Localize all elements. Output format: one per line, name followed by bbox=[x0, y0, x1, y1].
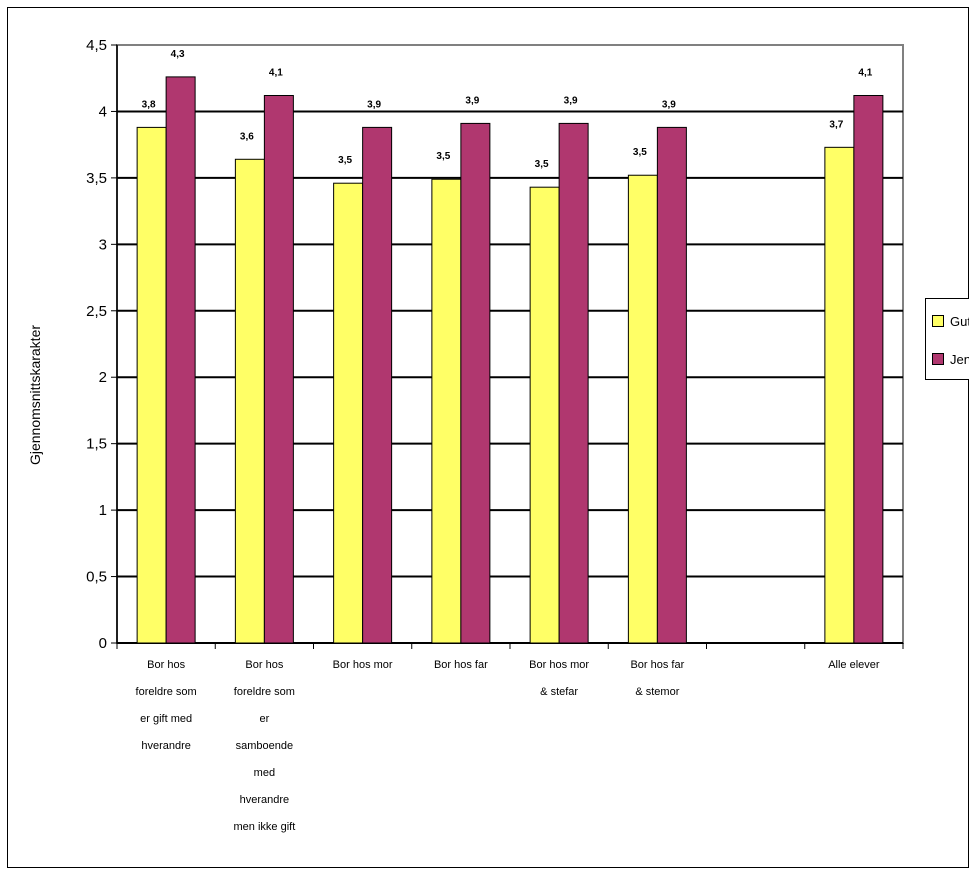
y-tick-label: 0,5 bbox=[86, 569, 107, 586]
y-tick-label: 1 bbox=[99, 502, 107, 519]
bar-jenter bbox=[263, 94, 294, 644]
x-tick-label: Bor hos mor bbox=[529, 659, 589, 671]
x-tick-label: Alle elever bbox=[828, 659, 880, 671]
data-label: 3,5 bbox=[535, 159, 549, 170]
x-tick-label: med bbox=[254, 767, 275, 779]
data-label: 3,9 bbox=[367, 99, 381, 110]
bar-jenter bbox=[165, 76, 196, 644]
x-tick-label: hverandre bbox=[141, 740, 191, 752]
legend-item-gutter: Gutter bbox=[932, 313, 969, 329]
x-axis: Bor hos foreldre som er gift med hverandre B… bbox=[116, 642, 904, 833]
bar-jenter bbox=[362, 126, 393, 644]
data-label: 3,9 bbox=[564, 95, 578, 106]
x-tick-label: Bor hos bbox=[147, 659, 185, 671]
x-tick-label: foreldre som bbox=[136, 686, 197, 698]
x-tick-label: & stemor bbox=[635, 686, 679, 698]
bar-jenter bbox=[656, 126, 687, 644]
y-tick-label: 4 bbox=[99, 103, 107, 120]
x-tick-label: Bor hos far bbox=[434, 659, 488, 671]
legend: Gutter Jenter bbox=[925, 298, 969, 380]
bar-gutter bbox=[627, 174, 658, 644]
bars bbox=[136, 76, 884, 644]
x-tick-label: Bor hos mor bbox=[333, 659, 393, 671]
x-tick-label: samboende bbox=[236, 740, 294, 752]
data-label: 3,5 bbox=[633, 147, 647, 158]
data-label: 4,1 bbox=[858, 67, 872, 78]
data-label: 3,7 bbox=[829, 119, 843, 130]
x-tick-label: er gift med bbox=[140, 713, 192, 725]
data-label: 3,5 bbox=[338, 155, 352, 166]
y-tick-label: 2 bbox=[99, 369, 107, 386]
data-label: 4,3 bbox=[171, 49, 185, 60]
data-label: 3,5 bbox=[436, 151, 450, 162]
y-axis: 0 0,5 1 1,5 2 2,5 3 3,5 4 4,5 bbox=[86, 37, 118, 652]
data-label: 3,9 bbox=[662, 99, 676, 110]
legend-label-gutter: Gutter bbox=[950, 313, 969, 329]
data-label: 3,9 bbox=[465, 95, 479, 106]
data-label: 3,6 bbox=[240, 131, 254, 142]
y-tick-label: 1,5 bbox=[86, 436, 107, 453]
data-labels: 3,8 3,6 3,5 3,5 3,5 3,5 3,7 4,3 4,1 3,9 3,9 3,9 3,9 4… bbox=[142, 49, 873, 170]
data-label: 4,1 bbox=[269, 67, 283, 78]
y-tick-label: 3,5 bbox=[86, 170, 107, 187]
bar-gutter bbox=[136, 126, 167, 644]
bar-gutter bbox=[529, 186, 560, 644]
x-tick-label: Bor hos bbox=[245, 659, 283, 671]
x-tick-label: Bor hos far bbox=[630, 659, 684, 671]
data-label: 3,8 bbox=[142, 99, 156, 110]
x-tick-label: hverandre bbox=[240, 794, 290, 806]
legend-label-jenter: Jenter bbox=[950, 351, 969, 367]
legend-swatch-gutter bbox=[932, 315, 944, 327]
y-axis-title: Gjennomsnittskarakter bbox=[27, 325, 43, 465]
bar-gutter bbox=[333, 182, 364, 644]
bar-gutter bbox=[431, 178, 462, 644]
bar-gutter bbox=[824, 146, 855, 644]
bar-jenter bbox=[853, 94, 884, 644]
y-tick-label: 2,5 bbox=[86, 303, 107, 320]
bar-gutter bbox=[234, 158, 265, 644]
bar-jenter bbox=[558, 122, 589, 644]
legend-item-jenter: Jenter bbox=[932, 351, 969, 367]
bar-jenter bbox=[460, 122, 491, 644]
x-tick-label: foreldre som bbox=[234, 686, 295, 698]
legend-swatch-jenter bbox=[932, 353, 944, 365]
x-tick-label: er bbox=[259, 713, 269, 725]
y-tick-label: 3 bbox=[99, 236, 107, 253]
y-tick-label: 0 bbox=[99, 635, 107, 652]
x-tick-label: & stefar bbox=[540, 686, 578, 698]
x-tick-label: men ikke gift bbox=[234, 821, 296, 833]
y-tick-label: 4,5 bbox=[86, 37, 107, 54]
